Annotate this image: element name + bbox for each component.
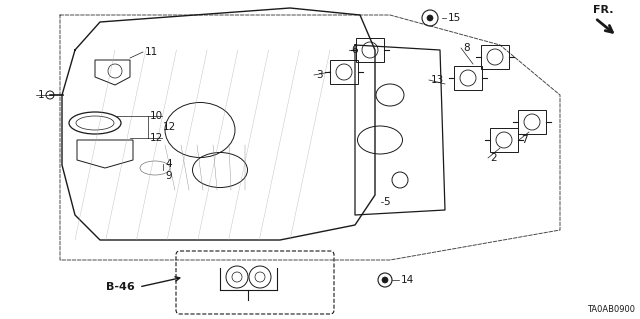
Text: 7: 7 (521, 135, 527, 145)
Text: 8: 8 (463, 43, 470, 53)
Text: 3: 3 (316, 70, 323, 80)
Text: 2: 2 (490, 153, 497, 163)
Bar (518, 110, 546, 134)
Circle shape (427, 15, 433, 21)
Text: B-46: B-46 (106, 282, 135, 292)
Text: 12: 12 (163, 122, 176, 132)
Text: 9: 9 (165, 171, 172, 181)
Bar (454, 66, 482, 90)
Bar (356, 38, 384, 62)
Text: 5: 5 (383, 197, 390, 207)
Text: 1: 1 (38, 90, 45, 100)
Text: 14: 14 (401, 275, 414, 285)
Text: FR.: FR. (593, 5, 614, 15)
Text: 12: 12 (150, 133, 163, 143)
Text: 4: 4 (165, 159, 172, 169)
Circle shape (382, 277, 388, 283)
Text: TA0AB0900: TA0AB0900 (587, 305, 635, 314)
Text: 6: 6 (351, 45, 358, 55)
Bar (330, 60, 358, 84)
Bar (490, 128, 518, 152)
Text: 11: 11 (145, 47, 158, 57)
Bar (481, 45, 509, 69)
Text: 15: 15 (448, 13, 461, 23)
Text: 10: 10 (150, 111, 163, 121)
Text: 13: 13 (431, 75, 444, 85)
